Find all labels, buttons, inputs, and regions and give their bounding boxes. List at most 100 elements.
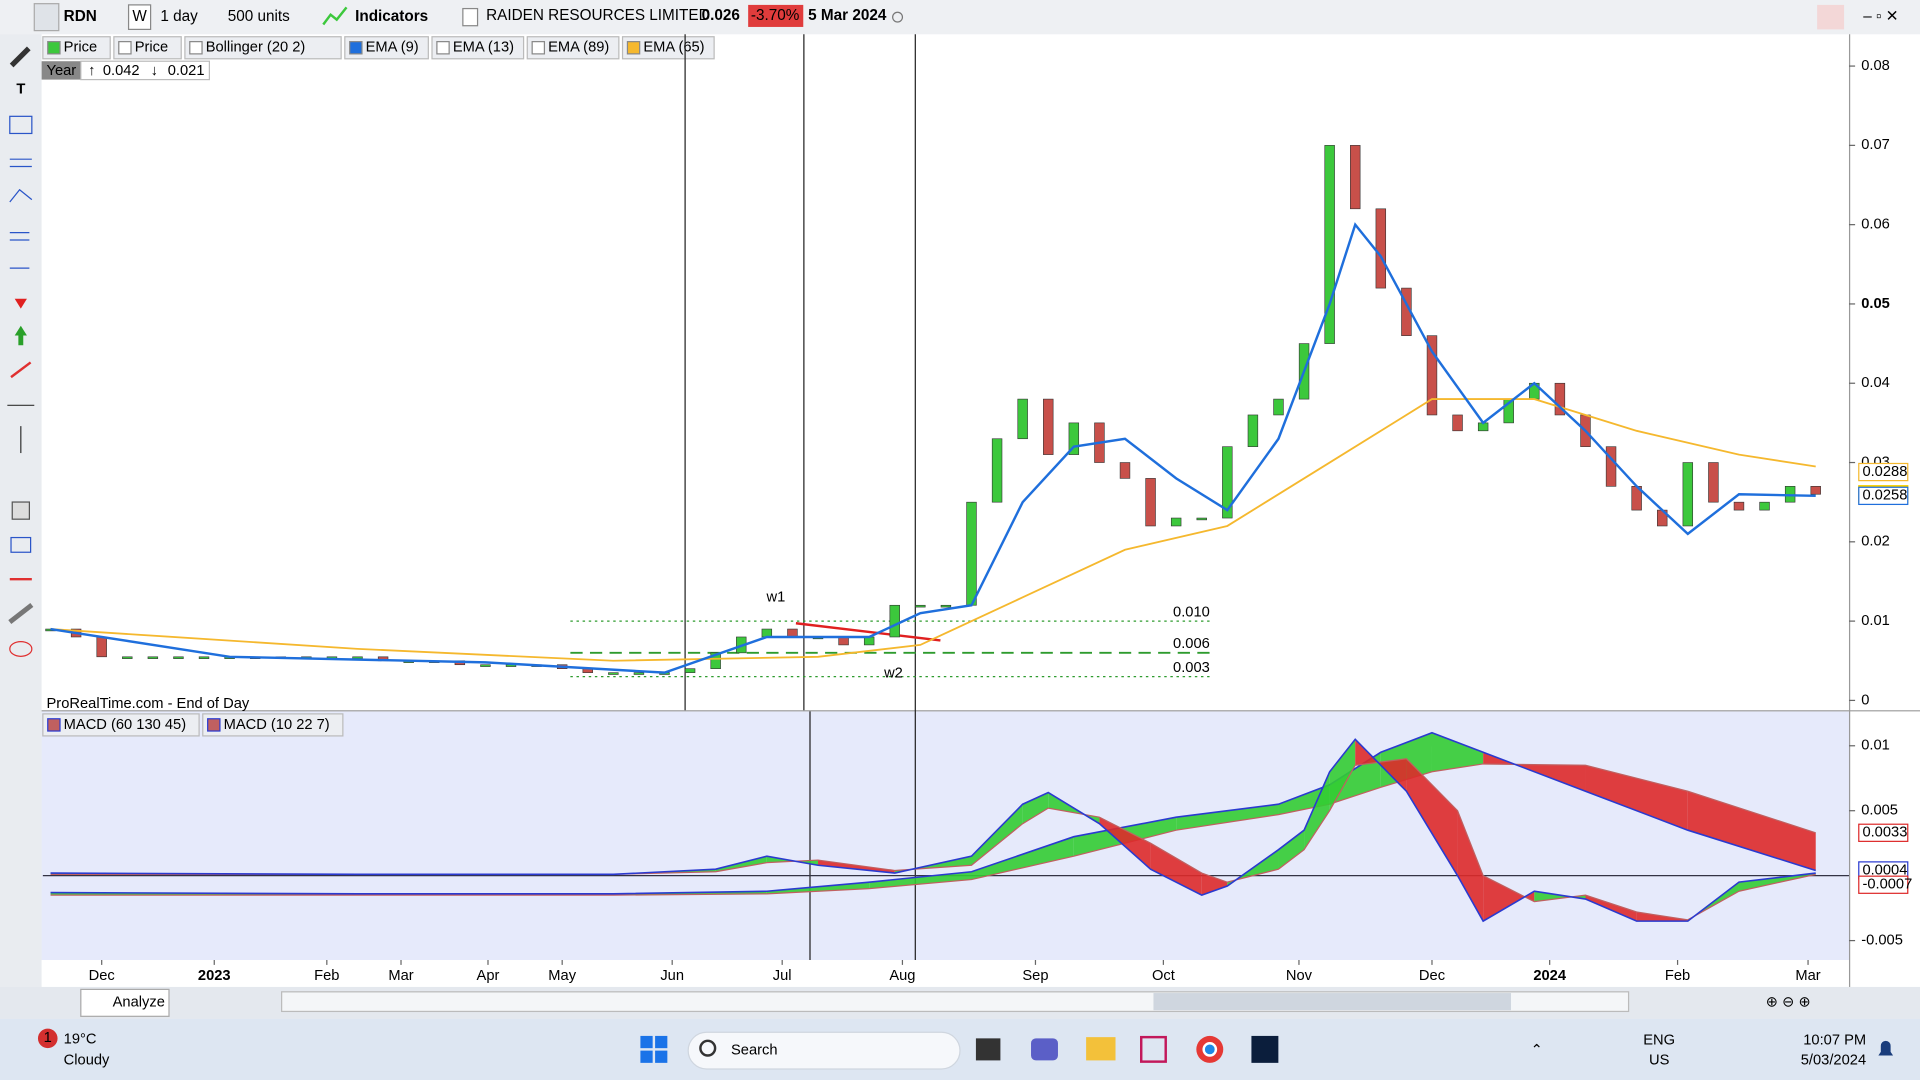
analyze-label[interactable]: Analyze — [113, 995, 165, 1011]
language[interactable]: ENG — [1643, 1033, 1675, 1049]
down-arrow-tool[interactable] — [14, 288, 27, 309]
series-line — [50, 222, 1816, 674]
candle — [1196, 517, 1207, 521]
ellipse-tool[interactable] — [9, 641, 33, 657]
candle — [1043, 398, 1054, 455]
fib-tool[interactable] — [9, 115, 33, 135]
x-tick-label: 2023 — [198, 968, 231, 984]
macd-band — [1150, 843, 1202, 896]
candle — [1554, 382, 1566, 416]
trend-tool[interactable] — [9, 188, 33, 203]
x-tick-label: Feb — [1665, 968, 1690, 984]
legend-item[interactable] — [202, 713, 344, 737]
macd-band — [1457, 810, 1484, 922]
instrument: RAIDEN RESOURCES LIMITED — [486, 7, 710, 24]
series-line — [50, 398, 1816, 662]
app-icon[interactable] — [975, 1038, 1001, 1061]
lock-button[interactable] — [33, 3, 60, 32]
legend-item[interactable] — [344, 36, 429, 60]
temperature[interactable]: 19°C — [64, 1031, 97, 1047]
indicators[interactable]: Indicators — [355, 8, 428, 25]
weather[interactable]: Cloudy — [64, 1052, 110, 1068]
up-arrow-tool[interactable] — [14, 325, 27, 346]
sync-button[interactable] — [1817, 4, 1845, 30]
x-tick-label: Dec — [89, 968, 115, 984]
search-label[interactable]: Search — [731, 1042, 778, 1058]
pencil-tool[interactable] — [9, 46, 31, 68]
candle — [173, 656, 184, 659]
x-tick-label: Apr — [477, 968, 500, 984]
x-tick-label: Sep — [1022, 968, 1048, 984]
channel-tool[interactable] — [9, 158, 32, 168]
candle — [1247, 414, 1259, 447]
candle — [1605, 446, 1617, 487]
candle — [608, 672, 619, 675]
y-tick-label: 0 — [1861, 692, 1869, 708]
candle — [1426, 335, 1438, 416]
y-tick-label: 0.01 — [1861, 613, 1890, 629]
text-tool[interactable]: T — [16, 81, 25, 97]
zoom-controls[interactable]: ⊕ ⊖ ⊕ — [1766, 995, 1811, 1011]
period-button-label[interactable]: W — [132, 8, 147, 25]
x-tick-label: Feb — [314, 968, 339, 984]
macd-band — [1278, 784, 1330, 815]
legend-item[interactable] — [42, 713, 200, 737]
rect-tool[interactable] — [10, 536, 32, 553]
clock-time[interactable]: 10:07 PM — [1803, 1033, 1866, 1049]
ruler-tool[interactable] — [8, 602, 34, 624]
last-price: 0.026 — [702, 7, 740, 24]
search-box[interactable] — [687, 1031, 961, 1070]
macd-band — [1278, 830, 1305, 870]
legend-swatch — [531, 41, 546, 55]
app-icon[interactable] — [1251, 1035, 1279, 1063]
legend-item[interactable] — [184, 36, 342, 60]
symbol[interactable]: RDN — [64, 8, 97, 25]
candle — [1170, 517, 1182, 527]
candle — [1810, 486, 1821, 495]
legend-item[interactable] — [621, 36, 715, 60]
series-line — [50, 763, 1816, 896]
indicators-icon[interactable] — [322, 6, 348, 26]
annotation: w2 — [883, 665, 903, 681]
analyze-button[interactable] — [80, 988, 170, 1017]
legend-swatch — [118, 41, 132, 55]
top-toolbar — [0, 0, 1920, 35]
macd-band — [1585, 895, 1637, 922]
tray-chevron[interactable]: ⌃ — [1531, 1042, 1543, 1058]
app-icon[interactable] — [1086, 1037, 1116, 1061]
region[interactable]: US — [1649, 1052, 1670, 1068]
candle — [940, 604, 952, 608]
legend-swatch — [207, 718, 221, 732]
segment-tool[interactable] — [10, 361, 32, 379]
legend-label: MACD (10 22 7) — [224, 717, 330, 733]
info-icon[interactable] — [462, 7, 479, 27]
units[interactable]: 500 units — [228, 8, 290, 25]
macd-band — [1406, 758, 1458, 876]
price-tag-label: 0.0033 — [1862, 825, 1907, 841]
y-tick-label: 0.02 — [1861, 534, 1890, 550]
period-button[interactable] — [127, 4, 152, 30]
scroll-thumb[interactable] — [1153, 993, 1512, 1011]
start-button[interactable] — [640, 1035, 668, 1063]
legend-item[interactable] — [431, 36, 525, 60]
clock-date[interactable]: 5/03/2024 — [1801, 1052, 1866, 1068]
legend-label: EMA (65) — [643, 40, 704, 56]
legend-item[interactable] — [526, 36, 620, 60]
app-icon[interactable] — [1031, 1038, 1058, 1061]
x-tick-label: 2024 — [1533, 968, 1567, 984]
candle — [122, 656, 133, 659]
price-tag-label: -0.0007 — [1862, 877, 1912, 893]
series-line — [50, 758, 1816, 921]
x-tick-label: May — [548, 968, 576, 984]
start-tile — [640, 1035, 653, 1049]
y-tick-label: 0.05 — [1861, 296, 1890, 312]
lines-tool[interactable] — [9, 232, 30, 241]
app-icon[interactable] — [1140, 1035, 1167, 1063]
trash-tool[interactable] — [11, 501, 30, 520]
price-tag-label: 0.0258 — [1862, 488, 1907, 504]
timeframe[interactable]: 1 day — [160, 8, 198, 25]
notification-bell[interactable] — [1878, 1040, 1894, 1056]
window-controls[interactable]: – ▫ ✕ — [1863, 8, 1898, 25]
